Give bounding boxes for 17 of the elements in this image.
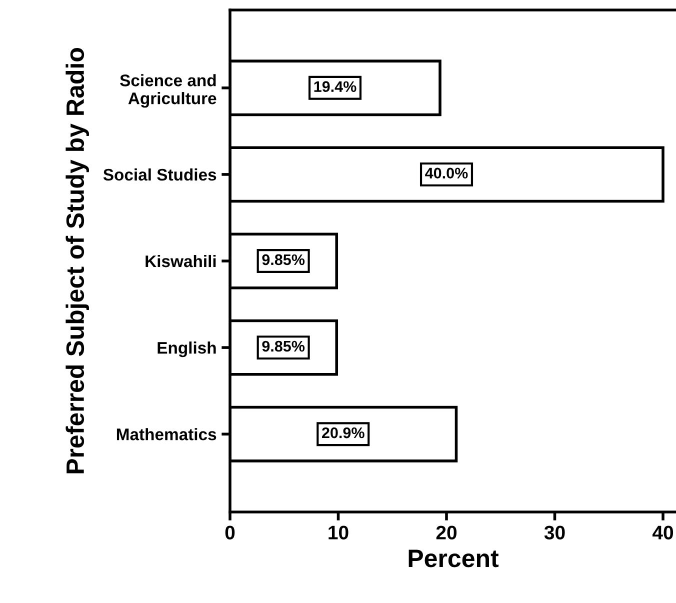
y-tick-label: Kiswahili [146, 254, 216, 268]
x-tick-label: 20 [436, 526, 457, 540]
x-tick-label: 0 [225, 526, 235, 540]
data-label: 9.85% [262, 340, 305, 352]
y-axis-title: Preferred Subject of Study by Radio [66, 48, 89, 474]
x-tick-label: 40 [652, 526, 674, 540]
x-tick-label: 30 [544, 526, 565, 540]
data-label: 20.9% [322, 427, 364, 438]
data-label: 40.0% [425, 168, 468, 179]
y-tick-label: Social Studies [103, 168, 216, 181]
x-axis-title: Percent [408, 550, 499, 568]
data-label: 9.85% [262, 254, 305, 266]
data-label: 19.4% [314, 81, 356, 92]
y-tick-label: Science and Agriculture [120, 74, 216, 108]
x-tick-label: 10 [328, 526, 348, 540]
y-tick-label: English [158, 342, 216, 358]
y-tick-label: Mathematics [116, 428, 216, 440]
